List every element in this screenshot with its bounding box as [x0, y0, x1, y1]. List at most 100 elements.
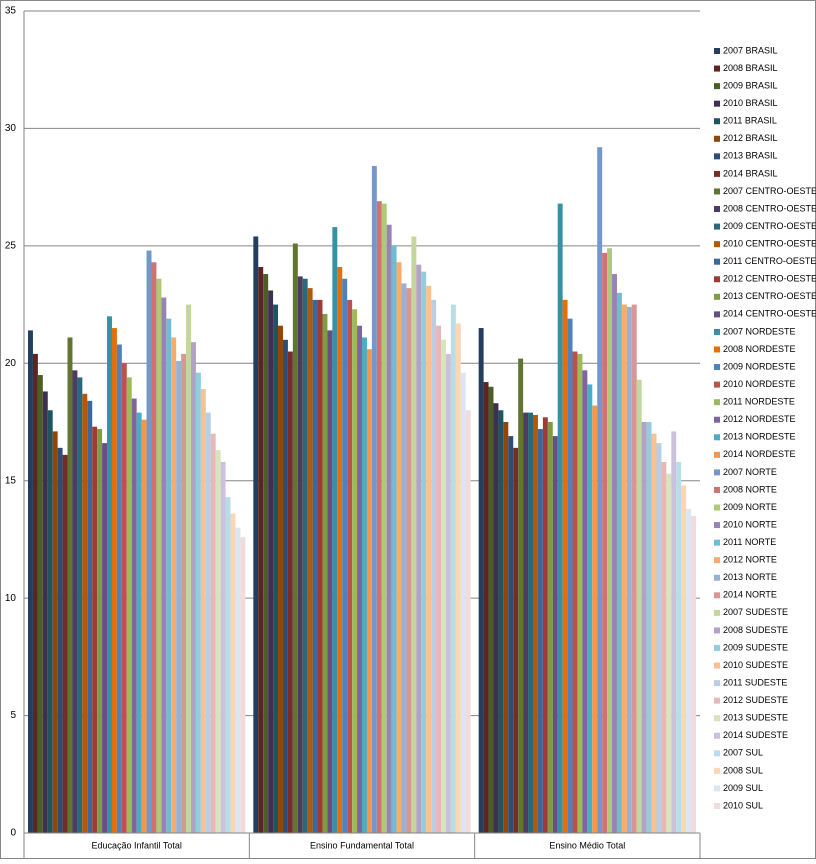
bar: [258, 266, 264, 834]
bar: [572, 351, 578, 833]
bar: [406, 288, 412, 833]
legend-swatch: [714, 328, 720, 335]
legend-swatch: [714, 416, 720, 423]
y-tick-label: 15: [5, 475, 17, 486]
legend-swatch: [714, 48, 720, 54]
bar: [503, 422, 509, 833]
legend-label: 2010 CENTRO-OESTE: [723, 239, 816, 249]
bar: [582, 370, 588, 833]
bar: [210, 433, 216, 833]
legend-label: 2008 NORDESTE: [723, 344, 796, 354]
legend-swatch: [714, 697, 720, 704]
bar: [641, 422, 647, 833]
y-tick-label: 30: [5, 123, 17, 134]
legend-label: 2012 NORTE: [723, 555, 777, 565]
legend-swatch: [714, 750, 720, 757]
bar: [77, 377, 83, 833]
legend-label: 2012 CENTRO-OESTE: [723, 274, 816, 284]
bar: [268, 290, 274, 834]
legend-swatch: [714, 258, 720, 265]
bar: [362, 337, 367, 833]
legend-label: 2008 SUL: [723, 765, 763, 775]
bar: [215, 450, 221, 833]
legend-swatch: [714, 522, 720, 529]
bar: [230, 513, 236, 833]
bar: [235, 527, 241, 833]
bar: [436, 325, 442, 833]
bar: [651, 433, 657, 833]
bar: [488, 386, 494, 833]
bar: [97, 429, 103, 833]
bar: [460, 372, 466, 833]
bar: [498, 410, 504, 833]
legend-label: 2013 NORDESTE: [723, 432, 796, 442]
legend-label: 2009 SUL: [723, 783, 763, 793]
bar: [478, 328, 484, 833]
bar: [292, 243, 298, 834]
bar: [126, 377, 132, 833]
legend-label: 2013 NORTE: [723, 572, 777, 582]
legend-label: 2012 NORDESTE: [723, 414, 796, 424]
legend-swatch: [714, 451, 720, 458]
legend-label: 2011 SUDESTE: [723, 677, 787, 687]
bar: [195, 372, 201, 833]
bar: [371, 166, 377, 833]
bar: [508, 436, 514, 833]
bar: [533, 414, 538, 833]
legend-label: 2014 NORDESTE: [723, 449, 796, 459]
bar: [263, 274, 269, 833]
legend-swatch: [714, 469, 720, 476]
legend-label: 2008 NORTE: [723, 484, 777, 494]
bar: [676, 461, 682, 833]
legend-label: 2007 NORTE: [723, 467, 777, 477]
legend-swatch: [714, 803, 720, 809]
legend-swatch: [714, 311, 720, 318]
bar: [391, 245, 397, 833]
bar: [661, 461, 667, 833]
bar: [111, 328, 117, 833]
bar: [191, 342, 196, 833]
bar: [116, 344, 122, 833]
legend-label: 2014 SUDESTE: [723, 730, 788, 740]
legend-label: 2010 SUDESTE: [723, 660, 788, 670]
legend-label: 2014 CENTRO-OESTE: [723, 309, 816, 319]
bar: [483, 382, 489, 833]
legend-swatch: [714, 486, 720, 493]
bar: [225, 497, 231, 833]
bar: [450, 304, 456, 834]
legend-label: 2011 CENTRO-OESTE: [723, 256, 816, 266]
bar: [171, 337, 177, 833]
bar: [421, 271, 427, 834]
bar: [426, 285, 432, 834]
legend-swatch: [714, 100, 720, 107]
legend-label: 2007 CENTRO-OESTE: [723, 186, 816, 196]
bar: [176, 360, 182, 833]
legend-label: 2009 SUDESTE: [723, 642, 788, 652]
bar: [181, 353, 187, 833]
bar: [107, 316, 112, 833]
bar: [186, 304, 191, 834]
y-tick-label: 5: [10, 710, 16, 721]
legend-swatch: [714, 381, 720, 388]
bar: [32, 353, 38, 833]
bar: [528, 412, 533, 833]
legend-swatch: [714, 276, 720, 283]
bar: [686, 508, 692, 833]
bar: [455, 323, 461, 833]
bar: [141, 419, 147, 833]
y-tick-label: 25: [5, 240, 17, 251]
legend-label: 2007 BRASIL: [723, 45, 778, 55]
legend-swatch: [714, 346, 720, 353]
legend-swatch: [714, 188, 720, 195]
bar: [631, 304, 637, 834]
bar: [205, 412, 211, 833]
bar: [352, 309, 358, 834]
bar: [441, 339, 446, 833]
bar: [312, 299, 318, 834]
bar: [166, 318, 172, 834]
bar: [376, 201, 382, 834]
bar: [92, 426, 98, 833]
bar: [681, 485, 687, 833]
legend-label: 2007 NORDESTE: [723, 326, 796, 336]
bar: [357, 325, 362, 833]
